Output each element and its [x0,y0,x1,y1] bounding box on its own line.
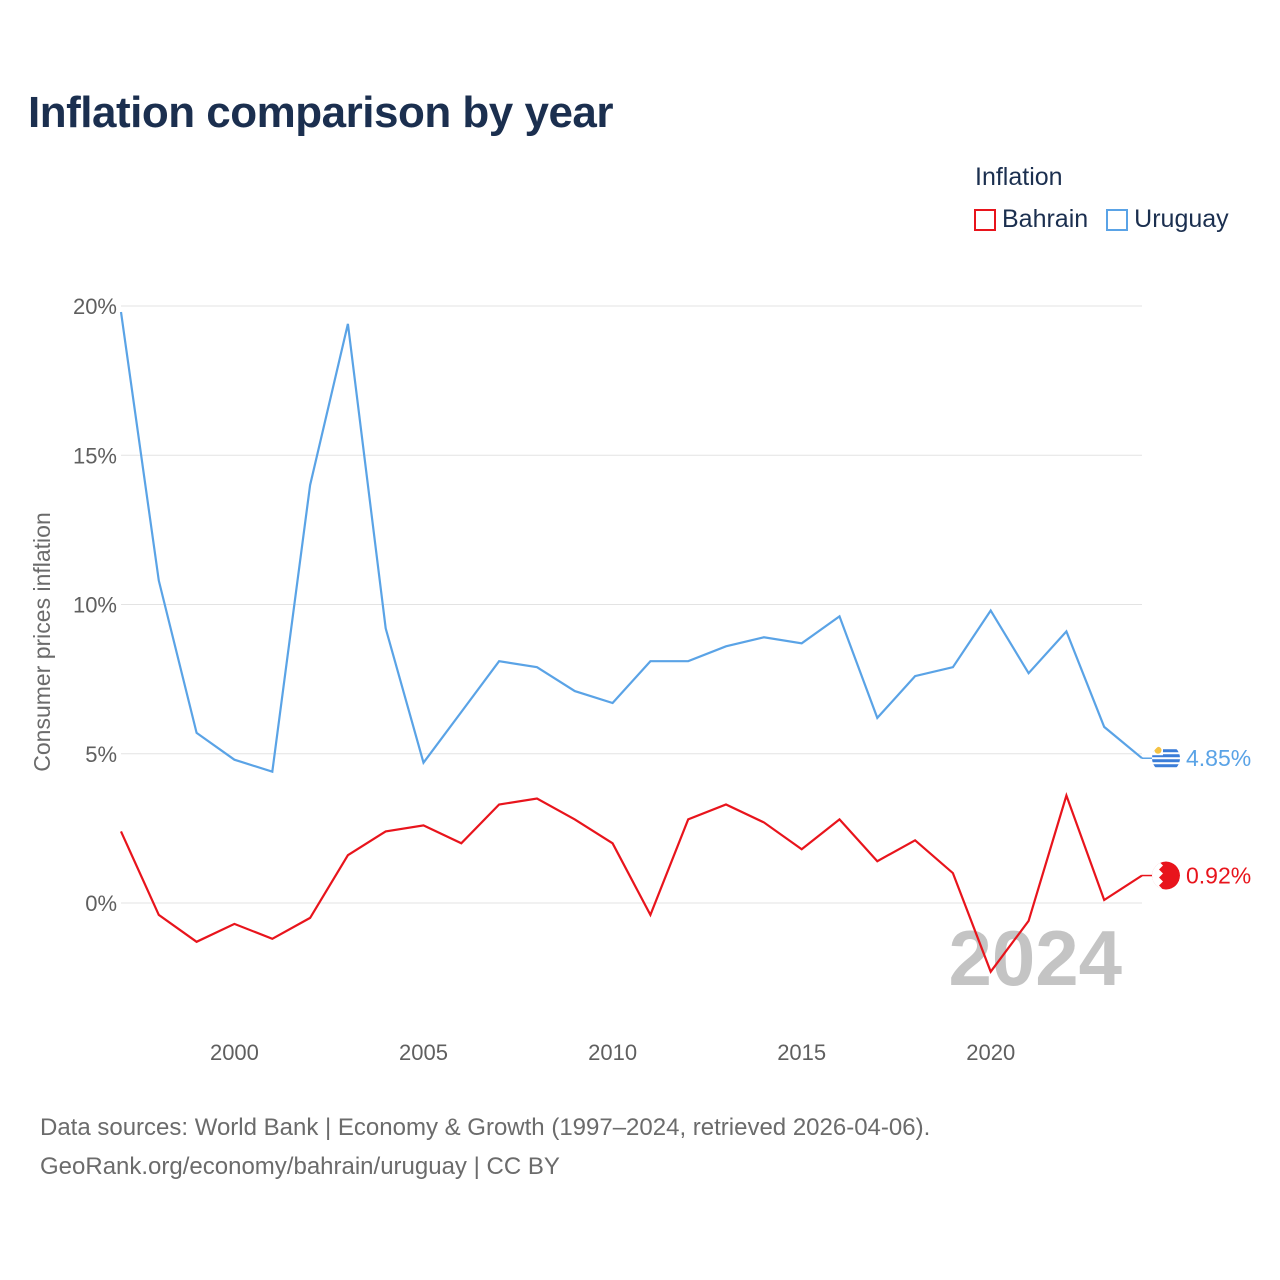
line-chart: 0% 5% 10% 15% 20% 2000 2005 2010 2015 2020 Consu… [29,294,1251,1065]
chart-title: Inflation comparison by year [28,88,614,137]
x-tick-label-2010: 2010 [588,1040,637,1065]
footer-link[interactable]: GeoRank.org/economy/bahrain/uruguay | CC… [40,1153,560,1180]
x-tick-label-2005: 2005 [399,1040,448,1065]
footer-sources: Data sources: World Bank | Economy & Gro… [40,1114,931,1141]
x-axis-ticks: 2000 2005 2010 2015 2020 [210,1040,1015,1065]
y-tick-label-5: 5% [85,742,117,767]
series-lines [119,311,1143,974]
uruguay-flag-stripe-2 [1152,759,1180,763]
legend-item-bahrain[interactable]: Bahrain [974,205,1088,234]
uruguay-flag-stripe-3 [1152,764,1180,768]
legend-swatch-bahrain [974,208,996,231]
y-tick-label-0: 0% [85,891,117,916]
end-markers: 4.85% 0.92% [1142,744,1251,890]
legend-item-uruguay[interactable]: Uruguay [1106,205,1229,234]
y-tick-label-10: 10% [73,593,117,618]
gridlines [121,305,1142,904]
x-tick-label-2020: 2020 [966,1040,1015,1065]
end-label-bahrain: 0.92% [1186,863,1251,889]
legend-title: Inflation [975,163,1063,191]
year-watermark: 2024 [948,914,1122,1002]
uruguay-flag-stripe-1 [1152,754,1180,758]
legend: Bahrain Uruguay [974,205,1229,234]
y-tick-label-20: 20% [73,294,117,319]
series-line-bahrain[interactable] [119,792,1143,974]
series-line-uruguay[interactable] [119,311,1143,774]
legend-label-uruguay: Uruguay [1134,205,1229,233]
legend-label-bahrain: Bahrain [1002,205,1089,233]
y-tick-label-15: 15% [73,443,117,468]
uruguay-flag-stripe-0 [1152,749,1180,753]
uruguay-flag [1152,744,1180,773]
y-axis-label: Consumer prices inflation [29,512,55,772]
end-label-uruguay: 4.85% [1186,745,1251,771]
x-tick-label-2015: 2015 [777,1040,826,1065]
x-tick-label-2000: 2000 [210,1040,259,1065]
y-axis-ticks: 0% 5% 10% 15% 20% [73,294,117,916]
legend-swatch-uruguay [1106,208,1129,231]
bahrain-flag [1152,861,1180,890]
uruguay-flag-sun [1154,746,1162,754]
footer: Data sources: World Bank | Economy & Gro… [40,1108,930,1186]
bahrain-flag-white [1152,861,1163,890]
